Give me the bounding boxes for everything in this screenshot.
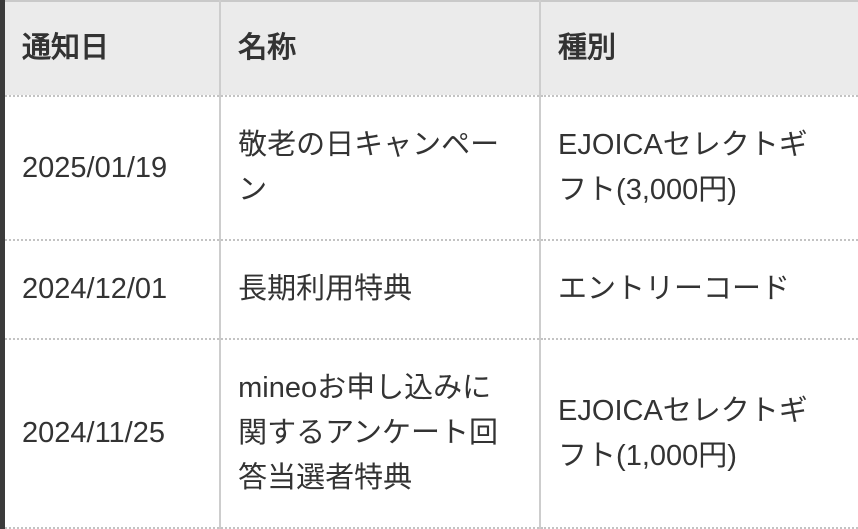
cell-notify-date: 2024/12/01 <box>3 240 221 339</box>
cell-notify-date: 2024/11/25 <box>3 339 221 528</box>
table-header: 通知日 名称 種別 <box>3 1 858 96</box>
cell-name: 長期利用特典 <box>220 240 540 339</box>
column-header-notify-date: 通知日 <box>3 1 221 96</box>
table-body: 2025/01/19 敬老の日キャンペー ン EJOICAセレクトギ フト(3,… <box>3 96 858 528</box>
cell-notify-date: 2025/01/19 <box>3 96 221 240</box>
cell-name: 敬老の日キャンペー ン <box>220 96 540 240</box>
column-header-name: 名称 <box>220 1 540 96</box>
column-header-type: 種別 <box>540 1 858 96</box>
cell-type: エントリーコード <box>540 240 858 339</box>
cell-type: EJOICAセレクトギ フト(1,000円) <box>540 339 858 528</box>
cell-type: EJOICAセレクトギ フト(3,000円) <box>540 96 858 240</box>
table-row: 2024/12/01 長期利用特典 エントリーコード <box>3 240 858 339</box>
header-row: 通知日 名称 種別 <box>3 1 858 96</box>
table-row: 2025/01/19 敬老の日キャンペー ン EJOICAセレクトギ フト(3,… <box>3 96 858 240</box>
cell-name: mineoお申し込みに 関するアンケート回 答当選者特典 <box>220 339 540 528</box>
table-row: 2024/11/25 mineoお申し込みに 関するアンケート回 答当選者特典 … <box>3 339 858 528</box>
